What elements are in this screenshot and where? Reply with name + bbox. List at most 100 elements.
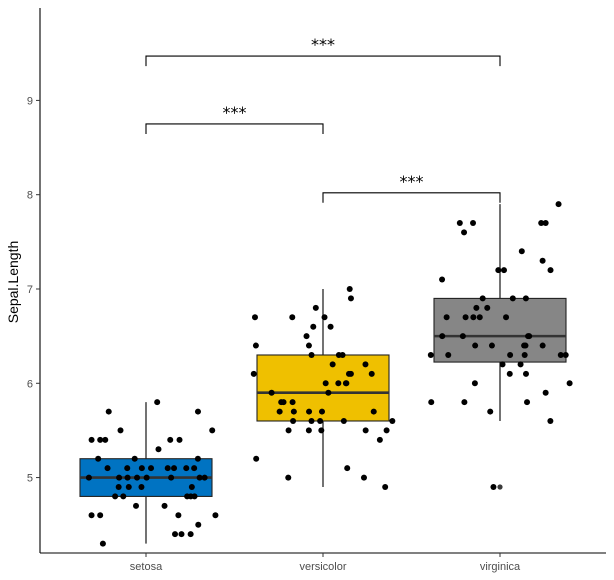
data-point [143,474,150,481]
data-point [155,446,162,453]
data-point [335,380,342,387]
data-point [525,333,532,340]
data-point [461,229,468,236]
data-point [500,267,507,274]
data-point [99,540,106,547]
data-point [370,408,377,415]
data-point [312,304,319,311]
data-point [305,427,312,434]
significance-bracket: *** [145,103,324,134]
points-setosa [85,399,219,547]
y-tick-label: 6 [27,378,33,390]
data-point [134,474,141,481]
data-point [124,465,131,472]
data-point [303,333,310,340]
data-point [495,267,502,274]
data-point [194,408,201,415]
data-point [517,361,524,368]
data-point [521,351,528,358]
data-point [461,399,468,406]
data-point [124,474,131,481]
data-point [479,295,486,302]
significance-label: *** [400,172,424,191]
data-point [105,408,112,415]
data-point [290,417,297,424]
data-point [289,399,296,406]
data-point [547,417,554,424]
data-point [538,219,545,226]
data-point [195,521,202,528]
x-tick-label: virginica [480,561,521,573]
data-point [138,465,145,472]
data-point [183,465,190,472]
data-point [97,512,104,519]
data-point [428,399,435,406]
data-point [191,465,198,472]
data-point [308,417,315,424]
data-point [470,219,477,226]
data-point [362,361,369,368]
data-point [308,351,315,358]
data-point [133,502,140,509]
data-point [154,399,161,406]
data-point [382,483,389,490]
data-point [522,342,529,349]
y-axis-title: Sepal.Length [5,241,21,324]
data-point [187,531,194,538]
data-point [518,248,525,255]
data-point [539,342,546,349]
data-point [456,219,463,226]
data-point [131,455,138,462]
data-point [97,436,104,443]
data-point [327,323,334,330]
outlier-point [497,484,503,490]
data-point [209,427,216,434]
data-point [285,474,292,481]
data-point [539,257,546,264]
data-point [470,314,477,321]
data-point [88,512,95,519]
data-point [138,483,145,490]
data-point [285,427,292,434]
data-point [362,427,369,434]
data-point [566,380,573,387]
data-point [347,295,354,302]
data-point [322,380,329,387]
significance-bracket: *** [322,172,501,203]
data-point [161,502,168,509]
significance-label: *** [311,35,335,54]
data-point [305,342,312,349]
data-point [325,389,332,396]
data-point [172,531,179,538]
y-tick-label: 5 [27,473,33,485]
data-point [318,427,325,434]
data-point [167,436,174,443]
data-point [317,417,324,424]
points-virginica [427,201,573,490]
data-point [171,465,178,472]
data-point [102,436,109,443]
data-point [120,493,127,500]
data-point [340,417,347,424]
data-point [522,295,529,302]
y-tick-label: 8 [27,190,33,202]
data-point [443,314,450,321]
data-point [524,399,531,406]
data-point [188,483,195,490]
data-point [250,370,257,377]
data-point [445,351,452,358]
data-point [125,483,132,490]
data-point [178,531,185,538]
data-point [557,351,564,358]
data-point [289,314,296,321]
data-point [542,219,549,226]
data-point [439,333,446,340]
data-point [473,304,480,311]
data-point [318,408,325,415]
data-point [562,351,569,358]
data-point [175,512,182,519]
data-point [268,389,275,396]
data-point [290,408,297,415]
data-point [360,474,367,481]
